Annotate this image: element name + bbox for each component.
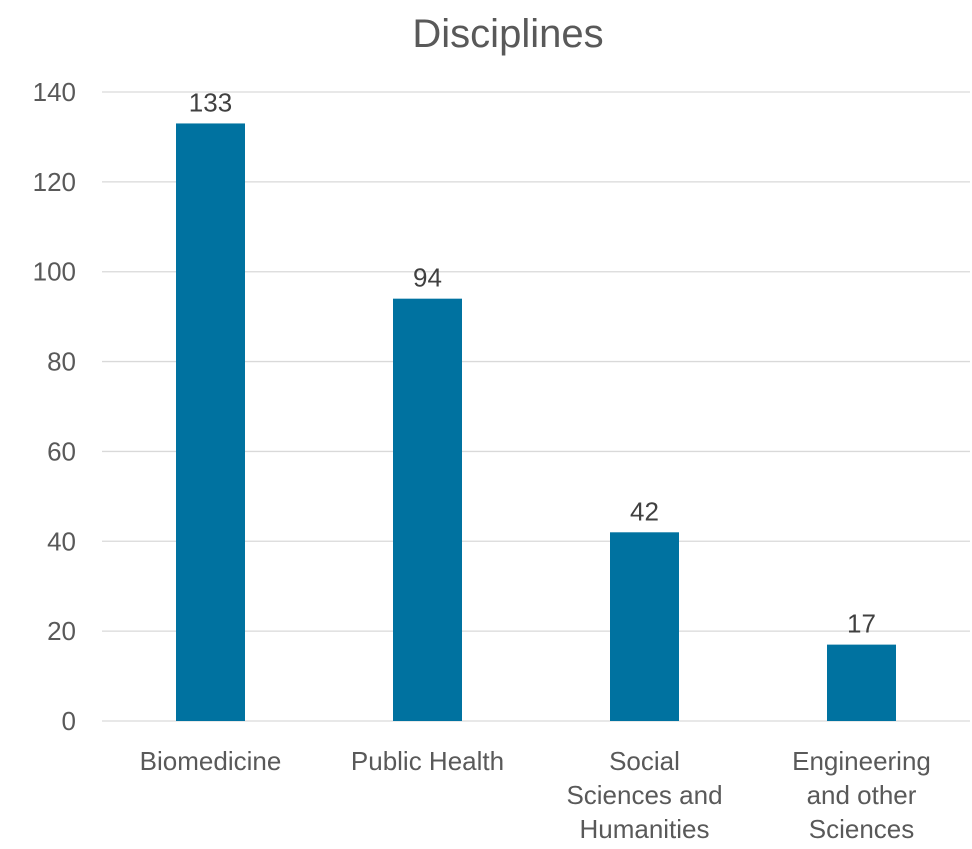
x-category-label-line: Engineering <box>792 746 931 776</box>
bar <box>176 123 245 721</box>
x-category-label: Biomedicine <box>140 746 282 776</box>
x-category-label-line: Biomedicine <box>140 746 282 776</box>
y-tick-label: 40 <box>47 526 76 556</box>
data-label: 133 <box>189 87 232 117</box>
data-label: 17 <box>847 609 876 639</box>
y-tick-label: 20 <box>47 616 76 646</box>
y-tick-label: 140 <box>33 77 76 107</box>
y-tick-label: 0 <box>62 706 76 736</box>
gridlines <box>102 91 970 722</box>
y-tick-label: 60 <box>47 436 76 466</box>
x-axis-category-labels: Biomedicine Public Health Social Sciences a… <box>140 746 931 844</box>
data-labels: 133 94 42 17 <box>189 87 876 638</box>
bars <box>176 123 896 721</box>
x-category-label-line: Sciences <box>809 814 915 844</box>
x-category-label: Public Health <box>351 746 504 776</box>
bar <box>827 644 896 721</box>
x-category-label: Social Sciences and Humanities <box>566 746 722 844</box>
y-tick-label: 100 <box>33 257 76 287</box>
y-axis-tick-labels: 0 20 40 60 80 100 120 140 <box>33 77 76 736</box>
x-category-label-line: Public Health <box>351 746 504 776</box>
x-category-label: Engineering and other Sciences <box>792 746 931 844</box>
x-category-label-line: Social <box>609 746 680 776</box>
bar <box>610 532 679 721</box>
x-category-label-line: and other <box>807 780 917 810</box>
y-tick-label: 120 <box>33 167 76 197</box>
bar <box>393 298 462 721</box>
chart-title: Disciplines <box>412 12 603 56</box>
y-tick-label: 80 <box>47 347 76 377</box>
data-label: 42 <box>630 496 659 526</box>
data-label: 94 <box>413 263 442 293</box>
x-category-label-line: Humanities <box>579 814 709 844</box>
x-category-label-line: Sciences and <box>566 780 722 810</box>
